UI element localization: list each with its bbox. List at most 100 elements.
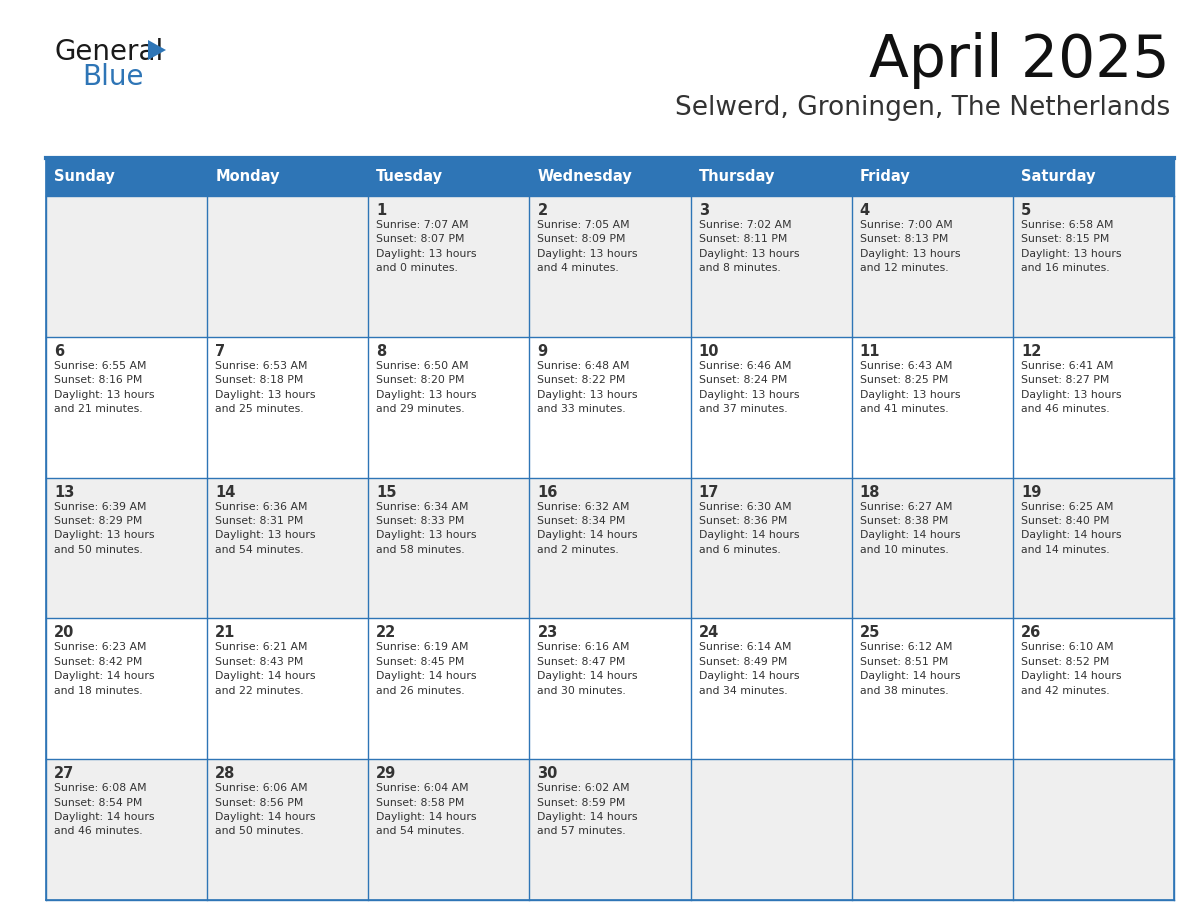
Bar — [690, 759, 852, 900]
Text: Sunrise: 7:07 AM
Sunset: 8:07 PM
Daylight: 13 hours
and 0 minutes.: Sunrise: 7:07 AM Sunset: 8:07 PM Dayligh… — [377, 220, 476, 274]
Bar — [46, 158, 207, 196]
Bar — [530, 619, 690, 759]
Bar — [368, 337, 530, 477]
Text: April 2025: April 2025 — [870, 32, 1170, 89]
Text: Sunrise: 6:30 AM
Sunset: 8:36 PM
Daylight: 14 hours
and 6 minutes.: Sunrise: 6:30 AM Sunset: 8:36 PM Dayligh… — [699, 501, 800, 554]
Text: Sunrise: 6:36 AM
Sunset: 8:31 PM
Daylight: 13 hours
and 54 minutes.: Sunrise: 6:36 AM Sunset: 8:31 PM Dayligh… — [215, 501, 316, 554]
Text: 27: 27 — [55, 767, 75, 781]
Text: Blue: Blue — [82, 63, 144, 91]
Text: Sunrise: 6:10 AM
Sunset: 8:52 PM
Daylight: 14 hours
and 42 minutes.: Sunrise: 6:10 AM Sunset: 8:52 PM Dayligh… — [1020, 643, 1121, 696]
Text: Sunrise: 6:02 AM
Sunset: 8:59 PM
Daylight: 14 hours
and 57 minutes.: Sunrise: 6:02 AM Sunset: 8:59 PM Dayligh… — [537, 783, 638, 836]
Text: Sunrise: 6:34 AM
Sunset: 8:33 PM
Daylight: 13 hours
and 58 minutes.: Sunrise: 6:34 AM Sunset: 8:33 PM Dayligh… — [377, 501, 476, 554]
Text: Sunrise: 7:05 AM
Sunset: 8:09 PM
Daylight: 13 hours
and 4 minutes.: Sunrise: 7:05 AM Sunset: 8:09 PM Dayligh… — [537, 220, 638, 274]
Bar — [852, 196, 1013, 337]
Text: Friday: Friday — [860, 170, 910, 185]
Text: 26: 26 — [1020, 625, 1041, 641]
Text: Monday: Monday — [215, 170, 279, 185]
Bar — [207, 759, 368, 900]
Text: 12: 12 — [1020, 344, 1042, 359]
Text: 4: 4 — [860, 203, 870, 218]
Text: Sunrise: 6:14 AM
Sunset: 8:49 PM
Daylight: 14 hours
and 34 minutes.: Sunrise: 6:14 AM Sunset: 8:49 PM Dayligh… — [699, 643, 800, 696]
Text: Sunrise: 6:43 AM
Sunset: 8:25 PM
Daylight: 13 hours
and 41 minutes.: Sunrise: 6:43 AM Sunset: 8:25 PM Dayligh… — [860, 361, 960, 414]
Text: 18: 18 — [860, 485, 880, 499]
Text: 17: 17 — [699, 485, 719, 499]
Text: Thursday: Thursday — [699, 170, 775, 185]
Bar — [1013, 759, 1174, 900]
Bar — [207, 158, 368, 196]
Text: 14: 14 — [215, 485, 235, 499]
Bar — [852, 477, 1013, 619]
Bar — [368, 759, 530, 900]
Text: 6: 6 — [55, 344, 64, 359]
Bar — [1013, 158, 1174, 196]
Bar — [207, 337, 368, 477]
Bar — [368, 619, 530, 759]
Text: Sunrise: 6:39 AM
Sunset: 8:29 PM
Daylight: 13 hours
and 50 minutes.: Sunrise: 6:39 AM Sunset: 8:29 PM Dayligh… — [55, 501, 154, 554]
Text: Sunrise: 6:50 AM
Sunset: 8:20 PM
Daylight: 13 hours
and 29 minutes.: Sunrise: 6:50 AM Sunset: 8:20 PM Dayligh… — [377, 361, 476, 414]
Text: Sunrise: 6:53 AM
Sunset: 8:18 PM
Daylight: 13 hours
and 25 minutes.: Sunrise: 6:53 AM Sunset: 8:18 PM Dayligh… — [215, 361, 316, 414]
Text: 21: 21 — [215, 625, 235, 641]
Text: Sunrise: 6:23 AM
Sunset: 8:42 PM
Daylight: 14 hours
and 18 minutes.: Sunrise: 6:23 AM Sunset: 8:42 PM Dayligh… — [55, 643, 154, 696]
Bar — [1013, 337, 1174, 477]
Text: 8: 8 — [377, 344, 386, 359]
Text: 19: 19 — [1020, 485, 1042, 499]
Text: Sunrise: 7:00 AM
Sunset: 8:13 PM
Daylight: 13 hours
and 12 minutes.: Sunrise: 7:00 AM Sunset: 8:13 PM Dayligh… — [860, 220, 960, 274]
Bar — [690, 619, 852, 759]
Bar — [46, 619, 207, 759]
Text: Sunrise: 6:58 AM
Sunset: 8:15 PM
Daylight: 13 hours
and 16 minutes.: Sunrise: 6:58 AM Sunset: 8:15 PM Dayligh… — [1020, 220, 1121, 274]
Bar — [530, 196, 690, 337]
Text: Sunrise: 6:21 AM
Sunset: 8:43 PM
Daylight: 14 hours
and 22 minutes.: Sunrise: 6:21 AM Sunset: 8:43 PM Dayligh… — [215, 643, 316, 696]
Text: Sunrise: 6:27 AM
Sunset: 8:38 PM
Daylight: 14 hours
and 10 minutes.: Sunrise: 6:27 AM Sunset: 8:38 PM Dayligh… — [860, 501, 960, 554]
Bar — [368, 477, 530, 619]
Bar — [46, 759, 207, 900]
Text: 29: 29 — [377, 767, 397, 781]
Text: Sunrise: 6:16 AM
Sunset: 8:47 PM
Daylight: 14 hours
and 30 minutes.: Sunrise: 6:16 AM Sunset: 8:47 PM Dayligh… — [537, 643, 638, 696]
Text: 13: 13 — [55, 485, 75, 499]
Text: Sunday: Sunday — [55, 170, 115, 185]
Text: 16: 16 — [537, 485, 558, 499]
Polygon shape — [148, 40, 166, 60]
Text: 2: 2 — [537, 203, 548, 218]
Text: 10: 10 — [699, 344, 719, 359]
Text: 23: 23 — [537, 625, 557, 641]
Bar — [690, 477, 852, 619]
Bar — [690, 196, 852, 337]
Text: Sunrise: 6:12 AM
Sunset: 8:51 PM
Daylight: 14 hours
and 38 minutes.: Sunrise: 6:12 AM Sunset: 8:51 PM Dayligh… — [860, 643, 960, 696]
Text: 20: 20 — [55, 625, 75, 641]
Bar — [368, 196, 530, 337]
Bar — [368, 158, 530, 196]
Bar — [852, 759, 1013, 900]
Bar — [46, 477, 207, 619]
Text: Wednesday: Wednesday — [537, 170, 632, 185]
Text: Sunrise: 6:32 AM
Sunset: 8:34 PM
Daylight: 14 hours
and 2 minutes.: Sunrise: 6:32 AM Sunset: 8:34 PM Dayligh… — [537, 501, 638, 554]
Bar — [852, 158, 1013, 196]
Text: Sunrise: 6:41 AM
Sunset: 8:27 PM
Daylight: 13 hours
and 46 minutes.: Sunrise: 6:41 AM Sunset: 8:27 PM Dayligh… — [1020, 361, 1121, 414]
Bar — [1013, 477, 1174, 619]
Text: 3: 3 — [699, 203, 709, 218]
Bar — [46, 196, 207, 337]
Text: 11: 11 — [860, 344, 880, 359]
Bar — [530, 759, 690, 900]
Text: Sunrise: 6:25 AM
Sunset: 8:40 PM
Daylight: 14 hours
and 14 minutes.: Sunrise: 6:25 AM Sunset: 8:40 PM Dayligh… — [1020, 501, 1121, 554]
Text: 22: 22 — [377, 625, 397, 641]
Text: 9: 9 — [537, 344, 548, 359]
Text: Selwerd, Groningen, The Netherlands: Selwerd, Groningen, The Netherlands — [675, 95, 1170, 121]
Bar — [1013, 196, 1174, 337]
Text: Saturday: Saturday — [1020, 170, 1095, 185]
Bar — [530, 337, 690, 477]
Bar — [530, 477, 690, 619]
Text: 25: 25 — [860, 625, 880, 641]
Text: Tuesday: Tuesday — [377, 170, 443, 185]
Text: 1: 1 — [377, 203, 386, 218]
Bar — [1013, 619, 1174, 759]
Text: Sunrise: 6:48 AM
Sunset: 8:22 PM
Daylight: 13 hours
and 33 minutes.: Sunrise: 6:48 AM Sunset: 8:22 PM Dayligh… — [537, 361, 638, 414]
Bar — [530, 158, 690, 196]
Text: 30: 30 — [537, 767, 558, 781]
Text: Sunrise: 6:04 AM
Sunset: 8:58 PM
Daylight: 14 hours
and 54 minutes.: Sunrise: 6:04 AM Sunset: 8:58 PM Dayligh… — [377, 783, 476, 836]
Bar — [690, 158, 852, 196]
Text: 7: 7 — [215, 344, 226, 359]
Bar — [852, 619, 1013, 759]
Text: 5: 5 — [1020, 203, 1031, 218]
Text: 24: 24 — [699, 625, 719, 641]
Bar — [46, 337, 207, 477]
